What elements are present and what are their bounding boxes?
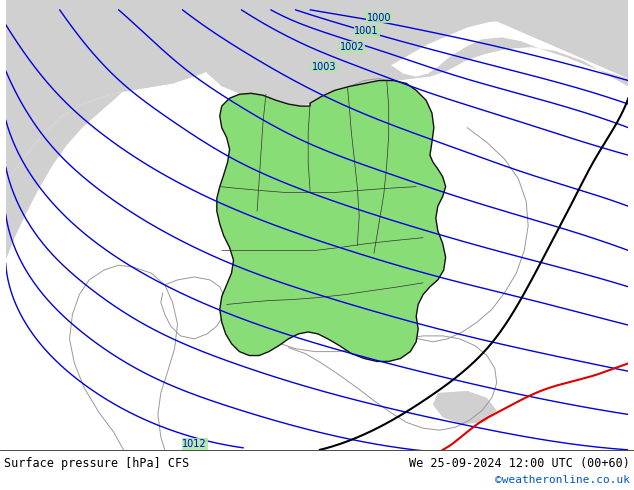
Text: 1002: 1002 xyxy=(340,42,364,52)
Polygon shape xyxy=(6,0,310,182)
Text: ©weatheronline.co.uk: ©weatheronline.co.uk xyxy=(495,475,630,485)
Text: 1000: 1000 xyxy=(367,13,392,23)
Polygon shape xyxy=(433,391,496,424)
Polygon shape xyxy=(6,0,536,260)
Polygon shape xyxy=(340,0,628,90)
Text: We 25-09-2024 12:00 UTC (00+60): We 25-09-2024 12:00 UTC (00+60) xyxy=(409,457,630,470)
Polygon shape xyxy=(6,0,628,167)
Polygon shape xyxy=(217,80,446,362)
Text: 1012: 1012 xyxy=(183,439,207,449)
Text: 1001: 1001 xyxy=(354,26,379,36)
Polygon shape xyxy=(536,0,628,49)
Text: Surface pressure [hPa] CFS: Surface pressure [hPa] CFS xyxy=(4,457,190,470)
Text: 1003: 1003 xyxy=(312,62,337,72)
